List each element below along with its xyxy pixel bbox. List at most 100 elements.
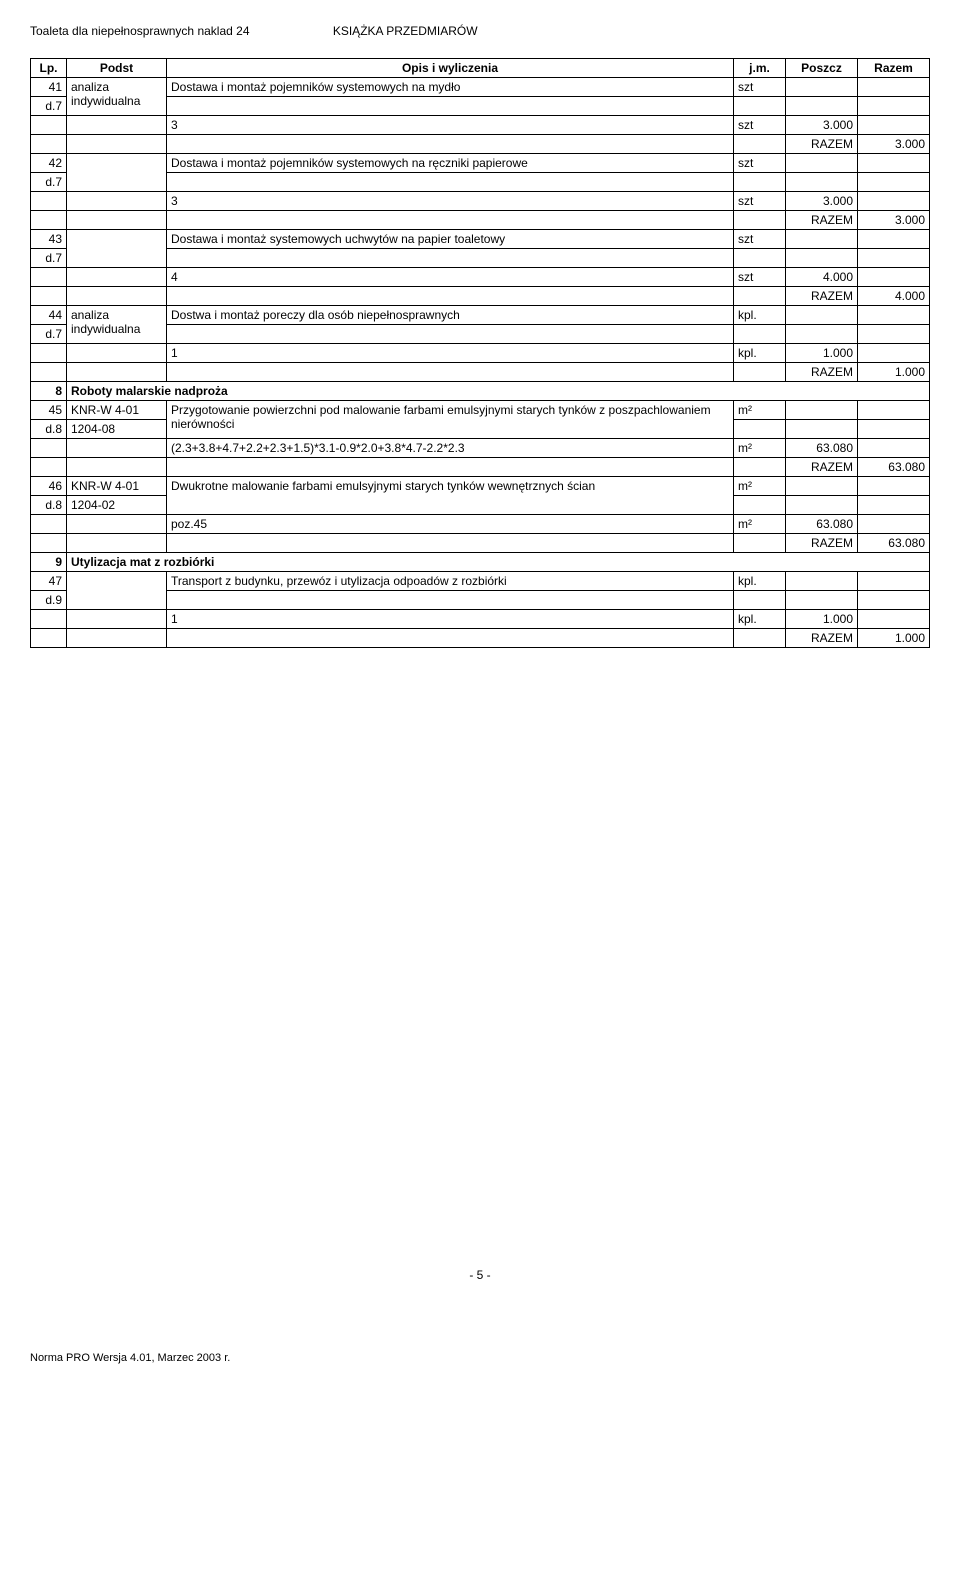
generator-footer: Norma PRO Wersja 4.01, Marzec 2003 r. — [30, 1352, 930, 1364]
row-47-calc: 1 kpl. 1.000 — [31, 610, 930, 629]
cell-podst-l1: KNR-W 4-01 — [67, 477, 167, 496]
row-41-calc: 3 szt 3.000 — [31, 116, 930, 135]
row-42-razem: RAZEM 3.000 — [31, 211, 930, 230]
col-razem: Razem — [858, 59, 930, 78]
cell-calc-val: 3.000 — [786, 116, 858, 135]
cell-lp: 42 — [31, 154, 67, 173]
row-45-desc: 45 KNR-W 4-01 Przygotowanie powierzchni … — [31, 401, 930, 420]
cell-lp: 47 — [31, 572, 67, 591]
col-poszcz: Poszcz — [786, 59, 858, 78]
cell-desc: Przygotowanie powierzchni pod malowanie … — [167, 401, 734, 439]
cell-unit: kpl. — [734, 306, 786, 325]
row-43-calc: 4 szt 4.000 — [31, 268, 930, 287]
cell-desc: Transport z budynku, przewóz i utylizacj… — [167, 572, 734, 591]
row-section-9: 9 Utylizacja mat z rozbiórki — [31, 553, 930, 572]
row-42-desc: 42 Dostawa i montaż pojemników systemowy… — [31, 154, 930, 173]
cell-sub: d.8 — [31, 496, 67, 515]
cell-calc-val: 1.000 — [786, 610, 858, 629]
cell-podst-l2: 1204-02 — [67, 496, 167, 515]
cell-razem-label: RAZEM — [786, 287, 858, 306]
cell-calc-unit: szt — [734, 116, 786, 135]
cell-calc-val: 1.000 — [786, 344, 858, 363]
cell-sub: d.7 — [31, 249, 67, 268]
cell-unit: m² — [734, 477, 786, 496]
cell-unit: m² — [734, 401, 786, 420]
cell-calc: 3 — [167, 192, 734, 211]
cell-lp: 44 — [31, 306, 67, 325]
cell-desc: Dostwa i montaż poreczy dla osób niepełn… — [167, 306, 734, 325]
row-47-razem: RAZEM 1.000 — [31, 629, 930, 648]
cell-sec-title: Roboty malarskie nadproża — [67, 382, 930, 401]
cell-desc: Dostawa i montaż pojemników systemowych … — [167, 154, 734, 173]
cell-calc-unit: szt — [734, 268, 786, 287]
cell-unit: szt — [734, 154, 786, 173]
row-44-desc: 44 analiza indywidualna Dostwa i montaż … — [31, 306, 930, 325]
cell-sub: d.9 — [31, 591, 67, 610]
cell-lp: 41 — [31, 78, 67, 97]
cell-calc-val: 63.080 — [786, 439, 858, 458]
header-left: Toaleta dla niepełnosprawnych naklad 24 — [30, 24, 250, 38]
cell-desc: Dostawa i montaż pojemników systemowych … — [167, 78, 734, 97]
cell-calc-unit: kpl. — [734, 344, 786, 363]
row-43-razem: RAZEM 4.000 — [31, 287, 930, 306]
row-41-desc: 41 analiza indywidualna Dostawa i montaż… — [31, 78, 930, 97]
cell-sec-lp: 8 — [31, 382, 67, 401]
cell-unit: szt — [734, 78, 786, 97]
page-header: Toaleta dla niepełnosprawnych naklad 24 … — [30, 24, 930, 38]
cell-sub: d.7 — [31, 325, 67, 344]
cell-desc: Dwukrotne malowanie farbami emulsyjnymi … — [167, 477, 734, 515]
row-43-desc: 43 Dostawa i montaż systemowych uchwytów… — [31, 230, 930, 249]
col-opis: Opis i wyliczenia — [167, 59, 734, 78]
cell-podst-l2: 1204-08 — [67, 420, 167, 439]
cell-razem-val: 3.000 — [858, 211, 930, 230]
predmiar-table: Lp. Podst Opis i wyliczenia j.m. Poszcz … — [30, 58, 930, 648]
cell-razem-label: RAZEM — [786, 534, 858, 553]
cell-calc: 1 — [167, 610, 734, 629]
cell-sub: d.7 — [31, 97, 67, 116]
cell-sec-title: Utylizacja mat z rozbiórki — [67, 553, 930, 572]
cell-sub: d.8 — [31, 420, 67, 439]
cell-razem-label: RAZEM — [786, 135, 858, 154]
cell-sec-lp: 9 — [31, 553, 67, 572]
cell-lp: 46 — [31, 477, 67, 496]
row-44-razem: RAZEM 1.000 — [31, 363, 930, 382]
cell-razem-label: RAZEM — [786, 363, 858, 382]
col-jm: j.m. — [734, 59, 786, 78]
cell-razem-label: RAZEM — [786, 211, 858, 230]
cell-razem-val: 1.000 — [858, 629, 930, 648]
cell-lp: 43 — [31, 230, 67, 249]
cell-calc: 1 — [167, 344, 734, 363]
cell-calc-unit: m² — [734, 515, 786, 534]
row-45-razem: RAZEM 63.080 — [31, 458, 930, 477]
cell-calc: 4 — [167, 268, 734, 287]
row-46-desc: 46 KNR-W 4-01 Dwukrotne malowanie farbam… — [31, 477, 930, 496]
cell-calc-val: 3.000 — [786, 192, 858, 211]
row-46-razem: RAZEM 63.080 — [31, 534, 930, 553]
row-41-razem: RAZEM 3.000 — [31, 135, 930, 154]
cell-calc: (2.3+3.8+4.7+2.2+2.3+1.5)*3.1-0.9*2.0+3.… — [167, 439, 734, 458]
cell-razem-label: RAZEM — [786, 629, 858, 648]
row-44-calc: 1 kpl. 1.000 — [31, 344, 930, 363]
row-section-8: 8 Roboty malarskie nadproża — [31, 382, 930, 401]
cell-calc-unit: kpl. — [734, 610, 786, 629]
cell-podst-l1: KNR-W 4-01 — [67, 401, 167, 420]
col-lp: Lp. — [31, 59, 67, 78]
header-right: KSIĄŻKA PRZEDMIARÓW — [333, 24, 478, 38]
cell-razem-val: 63.080 — [858, 534, 930, 553]
row-45-calc: (2.3+3.8+4.7+2.2+2.3+1.5)*3.1-0.9*2.0+3.… — [31, 439, 930, 458]
cell-calc: 3 — [167, 116, 734, 135]
cell-unit: kpl. — [734, 572, 786, 591]
col-podst: Podst — [67, 59, 167, 78]
cell-calc-val: 4.000 — [786, 268, 858, 287]
cell-calc-unit: m² — [734, 439, 786, 458]
cell-calc: poz.45 — [167, 515, 734, 534]
cell-calc-val: 63.080 — [786, 515, 858, 534]
cell-razem-val: 4.000 — [858, 287, 930, 306]
cell-podst: analiza indywidualna — [67, 306, 167, 344]
cell-podst: analiza indywidualna — [67, 78, 167, 116]
cell-razem-val: 63.080 — [858, 458, 930, 477]
row-42-calc: 3 szt 3.000 — [31, 192, 930, 211]
cell-unit: szt — [734, 230, 786, 249]
cell-sub: d.7 — [31, 173, 67, 192]
cell-razem-label: RAZEM — [786, 458, 858, 477]
